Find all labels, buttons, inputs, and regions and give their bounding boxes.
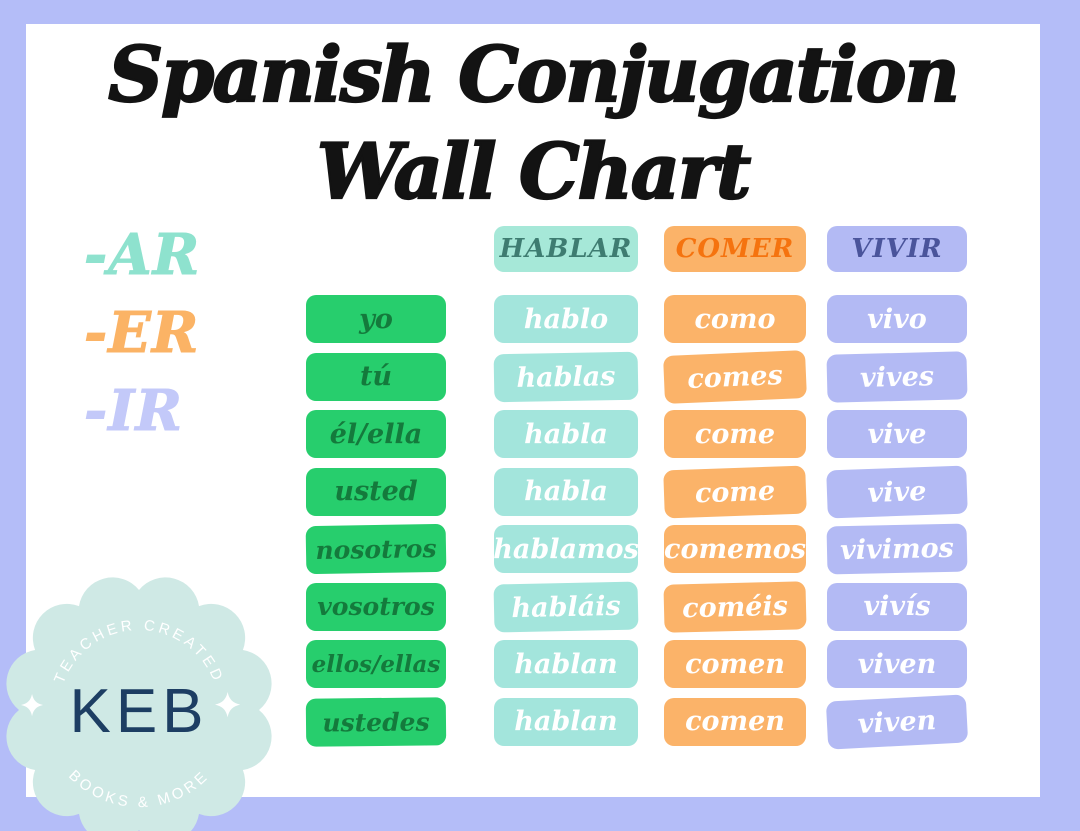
conjugation-cell: coméis [663, 580, 807, 633]
conjugation-cell: comen [664, 640, 806, 688]
ending-ir-label: -IR [84, 378, 183, 445]
pronoun-cell: ellos/ellas [306, 640, 446, 688]
badge-initials: KEB [69, 677, 208, 746]
page-title-line1: Spanish Conjugation [107, 29, 961, 120]
verb-header-hablar: HABLAR [494, 226, 638, 272]
pronoun-cell: tú [306, 352, 446, 401]
pronoun-cell: nosotros [305, 523, 447, 575]
conjugation-cell: vive [826, 465, 968, 518]
conjugation-cell: vivimos [826, 523, 968, 575]
keb-badge: TEACHER CREATED KEB BOOKS & MORE [6, 577, 272, 831]
conjugation-cell: vivís [827, 582, 967, 631]
conjugation-cell: comemos [664, 525, 806, 573]
conjugation-cell: viven [827, 640, 967, 688]
pronoun-cell: vosotros [306, 582, 446, 631]
pronoun-cell: ustedes [305, 696, 447, 747]
pronoun-cell: usted [306, 467, 446, 516]
conjugation-cell: hablan [494, 640, 638, 688]
conjugation-cell: come [664, 410, 806, 458]
conjugation-cell: vives [826, 350, 968, 403]
pronoun-column: yo tú él/ella usted nosotros vosotros el… [305, 295, 447, 755]
sparkle-left-icon [21, 694, 44, 717]
badge-scallop-shape [6, 577, 272, 831]
comer-column: COMER como comes come come comemos coméi… [663, 226, 807, 755]
verb-header-comer: COMER [664, 226, 806, 272]
conjugation-cell: habla [494, 410, 638, 458]
conjugation-cell: hablamos [494, 525, 638, 573]
conjugation-cell: hablan [494, 697, 638, 746]
hablar-column: HABLAR hablo hablas habla habla hablamos… [493, 226, 639, 755]
conjugation-cell: vive [827, 410, 967, 458]
pronoun-cell: yo [306, 295, 446, 343]
page-title: Spanish Conjugation Wall Chart [26, 26, 1040, 220]
ending-ar-label: -AR [84, 222, 201, 289]
conjugation-cell: hablas [493, 351, 639, 402]
page-title-line2: Wall Chart [316, 126, 753, 217]
conjugation-cell: hablo [494, 295, 638, 343]
ending-er-label: -ER [84, 300, 200, 367]
sparkle-right-icon [215, 692, 241, 718]
verb-header-vivir: VIVIR [827, 226, 967, 272]
conjugation-cell: vivo [827, 295, 967, 343]
vivir-column: VIVIR vivo vives vive vive vivimos vivís… [825, 226, 969, 755]
conjugation-cell: comes [663, 349, 807, 404]
conjugation-cell: como [664, 295, 806, 343]
conjugation-cell: viven [825, 693, 969, 750]
verb-endings-list: -AR -ER -IR [84, 216, 264, 450]
conjugation-cell: come [663, 465, 807, 518]
conjugation-cell: habláis [493, 580, 639, 633]
conjugation-cell: habla [494, 467, 638, 516]
conjugation-cell: comen [664, 697, 806, 746]
pronoun-cell: él/ella [306, 410, 446, 458]
